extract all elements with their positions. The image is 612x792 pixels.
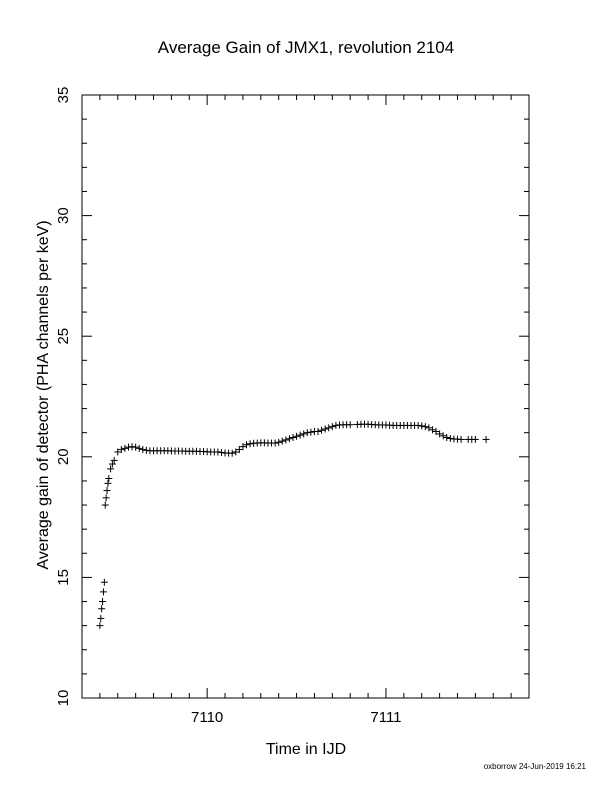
data-point-marker [235,446,243,454]
y-tick-label: 30 [55,207,72,224]
data-point-marker [121,444,129,452]
x-tick-label: 7111 [370,709,401,726]
data-point-marker [289,434,297,442]
data-points [96,420,490,630]
y-tick-label: 25 [55,328,72,345]
data-point-marker [232,448,240,456]
data-point-marker [100,578,108,586]
chart-title: Average Gain of JMX1, revolution 2104 [158,38,454,57]
data-point-marker [325,424,333,432]
data-point-marker [96,622,104,630]
data-point-marker [239,443,247,451]
data-point-marker [105,475,113,483]
data-point-marker [101,501,109,509]
y-tick-label: 15 [55,569,72,586]
x-tick-label: 7110 [191,709,223,726]
data-point-marker [285,435,293,443]
data-point-marker [139,446,147,454]
data-point-marker [439,432,447,440]
data-point-marker [425,424,433,432]
data-point-marker [443,434,451,442]
x-axis-ticks: 7110 7111 [81,95,530,726]
data-point-marker [321,425,329,433]
data-point-marker [99,588,107,596]
data-point-marker [300,430,308,438]
data-point-marker [228,449,236,457]
data-point-marker [346,421,354,429]
data-point-marker [135,444,143,452]
data-point-marker [110,456,118,464]
data-point-marker [318,426,326,434]
data-point-marker [436,430,444,438]
y-tick-label: 35 [55,87,72,104]
y-tick-label: 10 [55,690,72,707]
data-point-marker [418,422,426,430]
y-tick-label: 20 [55,448,72,465]
y-axis-ticks: 10 15 20 25 30 35 [55,87,529,707]
data-point-marker [117,446,125,454]
data-point-marker [432,427,440,435]
data-point-marker [107,465,115,473]
data-point-marker [282,436,290,444]
data-point-marker [132,443,140,451]
data-point-marker [482,435,490,443]
data-point-marker [114,448,122,456]
data-point-marker [97,614,105,622]
data-point-marker [428,426,436,434]
data-point-marker [98,605,106,613]
plot-area-frame [81,94,530,699]
data-point-marker [104,479,112,487]
data-point-marker [471,435,479,443]
footer-credit: oxborrow 24-Jun-2019 16:21 [484,762,587,771]
data-point-marker [314,427,322,435]
data-point-marker [278,437,286,445]
data-point-marker [307,428,315,436]
data-point-marker [293,432,301,440]
data-point-marker [271,439,279,447]
data-point-marker [99,598,107,606]
data-point-marker [421,423,429,431]
data-point-marker [103,487,111,495]
data-point-marker [296,431,304,439]
data-point-marker [102,494,110,502]
data-point-marker [242,441,250,449]
data-point-marker [108,460,116,468]
data-point-marker [457,435,465,443]
data-point-marker [328,423,336,431]
x-axis-label: Time in IJD [266,741,346,758]
y-axis-label: Average gain of detector (PHA channels p… [35,220,52,569]
data-point-marker [275,438,283,446]
